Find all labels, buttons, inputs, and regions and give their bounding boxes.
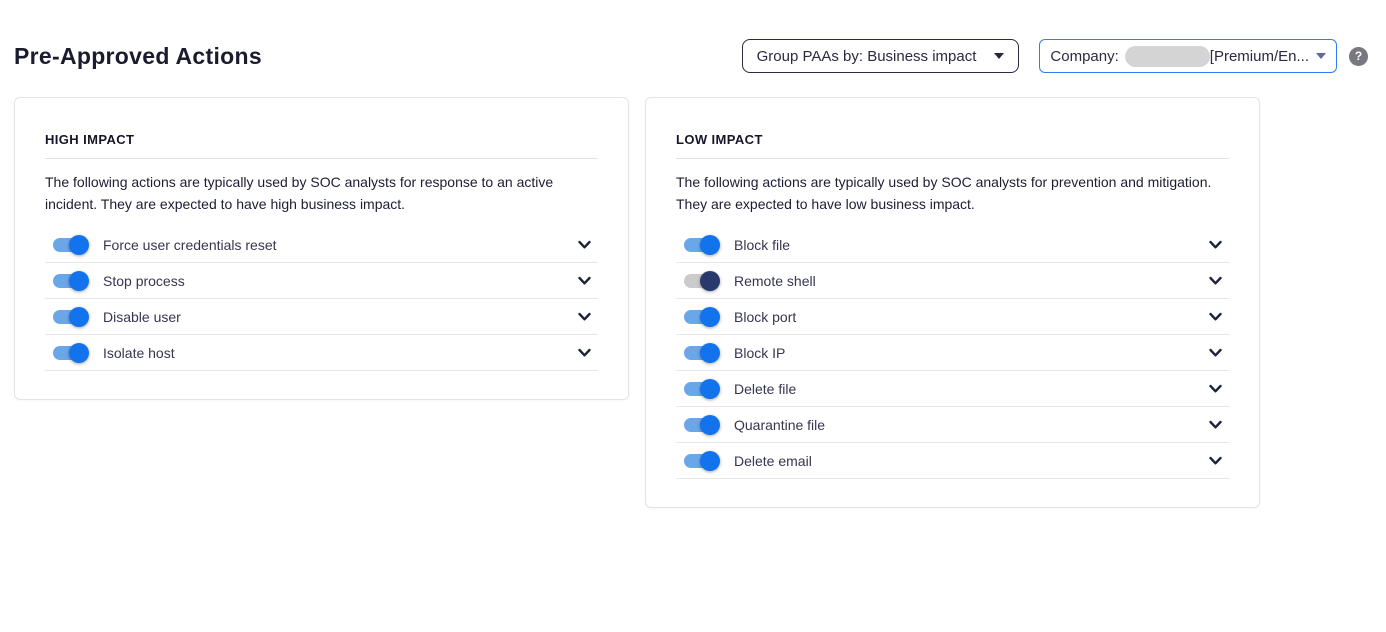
chevron-down-icon[interactable] [1208, 309, 1223, 324]
toggle-knob [69, 306, 89, 327]
top-bar: Pre-Approved Actions Group PAAs by: Busi… [14, 39, 1368, 73]
action-row-delete-file: Delete file [676, 371, 1229, 407]
toggle-knob [69, 342, 89, 363]
toggle-switch[interactable] [684, 234, 720, 255]
action-row-stop-process: Stop process [45, 263, 598, 299]
action-label: Block port [734, 308, 797, 325]
caret-down-icon [1316, 53, 1326, 59]
panel-title: HIGH IMPACT [45, 132, 135, 147]
toolbar-controls: Group PAAs by: Business impact Company: … [741, 39, 1368, 73]
chevron-down-icon[interactable] [577, 309, 592, 324]
header-divider [45, 158, 598, 159]
chevron-down-icon[interactable] [1208, 345, 1223, 360]
toggle-switch[interactable] [53, 306, 89, 327]
action-rows: Block file Remote shell Block port [676, 227, 1229, 479]
action-rows: Force user credentials reset Stop proces… [45, 227, 598, 371]
toggle-knob [700, 450, 720, 471]
chevron-down-icon[interactable] [577, 273, 592, 288]
toggle-switch[interactable] [684, 450, 720, 471]
toggle-knob [700, 306, 720, 327]
panel-high-impact: HIGH IMPACT The following actions are ty… [14, 97, 629, 400]
panels-container: HIGH IMPACT The following actions are ty… [14, 97, 1386, 508]
action-label: Block file [734, 236, 791, 253]
action-label: Delete file [734, 380, 797, 397]
chevron-down-icon[interactable] [1208, 381, 1223, 396]
group-paas-by-dropdown[interactable]: Group PAAs by: Business impact [741, 39, 1020, 73]
chevron-down-icon[interactable] [1208, 273, 1223, 288]
action-label: Force user credentials reset [103, 236, 277, 253]
action-label: Block IP [734, 344, 786, 361]
toggle-switch[interactable] [53, 342, 89, 363]
toggle-switch[interactable] [53, 234, 89, 255]
action-label: Disable user [103, 308, 181, 325]
toggle-knob [700, 414, 720, 435]
company-dropdown[interactable]: Company: [Premium/En... [1039, 39, 1337, 73]
toggle-knob [700, 342, 720, 363]
header-divider [676, 158, 1229, 159]
toggle-switch[interactable] [684, 414, 720, 435]
action-row-block-ip: Block IP [676, 335, 1229, 371]
page-title: Pre-Approved Actions [14, 42, 262, 69]
panel-description: The following actions are typically used… [676, 174, 1212, 212]
toggle-switch[interactable] [684, 270, 720, 291]
pre-approved-actions-page: Pre-Approved Actions Group PAAs by: Busi… [0, 39, 1386, 632]
action-row-remote-shell: Remote shell [676, 263, 1229, 299]
action-label: Delete email [734, 452, 812, 469]
toggle-switch[interactable] [53, 270, 89, 291]
chevron-down-icon[interactable] [577, 345, 592, 360]
panel-title: LOW IMPACT [676, 132, 763, 147]
chevron-down-icon[interactable] [1208, 453, 1223, 468]
question-mark-glyph: ? [1354, 49, 1363, 63]
action-label: Isolate host [103, 344, 175, 361]
help-icon[interactable]: ? [1349, 46, 1368, 66]
company-name-redacted [1124, 45, 1210, 67]
action-row-block-port: Block port [676, 299, 1229, 335]
action-row-delete-email: Delete email [676, 443, 1229, 479]
group-paas-by-label: Group PAAs by: Business impact [756, 47, 977, 65]
action-row-isolate-host: Isolate host [45, 335, 598, 371]
toggle-knob [700, 378, 720, 399]
toggle-knob [700, 270, 720, 291]
chevron-down-icon[interactable] [1208, 417, 1223, 432]
chevron-down-icon[interactable] [577, 237, 592, 252]
action-label: Remote shell [734, 272, 816, 289]
toggle-switch[interactable] [684, 342, 720, 363]
chevron-down-icon[interactable] [1208, 237, 1223, 252]
toggle-switch[interactable] [684, 306, 720, 327]
action-label: Quarantine file [734, 416, 826, 433]
panel-description: The following actions are typically used… [45, 174, 554, 212]
company-label: Company: [1050, 47, 1119, 65]
action-row-force-user-credentials-reset: Force user credentials reset [45, 227, 598, 263]
action-label: Stop process [103, 272, 185, 289]
action-row-disable-user: Disable user [45, 299, 598, 335]
company-tier-label: [Premium/En... [1209, 47, 1309, 65]
caret-down-icon [994, 53, 1005, 59]
panel-low-impact: LOW IMPACT The following actions are typ… [645, 97, 1260, 508]
toggle-knob [700, 234, 720, 255]
toggle-switch[interactable] [684, 378, 720, 399]
action-row-block-file: Block file [676, 227, 1229, 263]
toggle-knob [69, 234, 89, 255]
toggle-knob [69, 270, 89, 291]
action-row-quarantine-file: Quarantine file [676, 407, 1229, 443]
